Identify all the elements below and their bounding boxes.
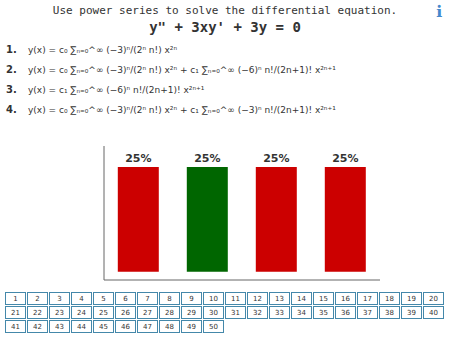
html-text:Use power series to solve the: Use power series to solve the differenti… (52, 4, 398, 17)
html-text:y(x) = c₀ ∑ₙ₌₀^∞ (−3)ⁿ/(2ⁿ n!): y(x) = c₀ ∑ₙ₌₀^∞ (−3)ⁿ/(2ⁿ n!) x²ⁿ + c₁ … (28, 105, 336, 115)
html-text:2.: 2. (6, 64, 17, 75)
html-text:47: 47 (143, 323, 152, 331)
html-text:10: 10 (209, 295, 218, 303)
html-text:48: 48 (165, 323, 174, 331)
html-text:28: 28 (165, 309, 174, 317)
html-text:18: 18 (385, 295, 394, 303)
html-text:y(x) = c₀ ∑ₙ₌₀^∞ (−3)ⁿ/(2ⁿ n!): y(x) = c₀ ∑ₙ₌₀^∞ (−3)ⁿ/(2ⁿ n!) x²ⁿ + c₁ … (28, 65, 336, 75)
html-text:41: 41 (11, 323, 20, 331)
html-text:50: 50 (209, 323, 218, 331)
html-text:y" + 3xy' + 3y = 0: y" + 3xy' + 3y = 0 (149, 19, 301, 35)
html-text:14: 14 (297, 295, 306, 303)
html-text:45: 45 (99, 323, 108, 331)
html-text:26: 26 (121, 309, 130, 317)
html-text:25: 25 (99, 309, 108, 317)
html-text:43: 43 (55, 323, 64, 331)
svg-text:25%: 25% (194, 152, 220, 165)
svg-text:25%: 25% (125, 152, 151, 165)
html-text:13: 13 (275, 295, 284, 303)
html-text:9: 9 (189, 295, 194, 303)
html-text:29: 29 (187, 309, 196, 317)
html-text:23: 23 (55, 309, 64, 317)
html-text:37: 37 (363, 309, 372, 317)
html-text:12: 12 (253, 295, 262, 303)
html-text:6: 6 (123, 295, 128, 303)
html-text:42: 42 (33, 323, 42, 331)
html-text:3.: 3. (6, 84, 17, 95)
html-text:40: 40 (429, 309, 438, 317)
html-text:34: 34 (297, 309, 306, 317)
html-text:31: 31 (231, 309, 240, 317)
svg-text:25%: 25% (332, 152, 358, 165)
html-text:20: 20 (429, 295, 438, 303)
html-text:1: 1 (13, 295, 18, 303)
html-text:24: 24 (77, 309, 86, 317)
html-text:3: 3 (57, 295, 62, 303)
html-text:32: 32 (253, 309, 262, 317)
html-text:ℹ: ℹ (435, 2, 442, 21)
html-text:8: 8 (167, 295, 172, 303)
html-text:4: 4 (79, 295, 84, 303)
html-text:33: 33 (275, 309, 284, 317)
html-text:y(x) = c₁ ∑ₙ₌₀^∞ (−6)ⁿ n!/(2n+: y(x) = c₁ ∑ₙ₌₀^∞ (−6)ⁿ n!/(2n+1)! x²ⁿ⁺¹ (28, 85, 205, 95)
html-text:35: 35 (319, 309, 328, 317)
svg-text:25%: 25% (263, 152, 289, 165)
html-text:17: 17 (363, 295, 372, 303)
html-text:5: 5 (101, 295, 106, 303)
html-text:27: 27 (143, 309, 152, 317)
html-text:y(x) = c₀ ∑ₙ₌₀^∞ (−3)ⁿ/(2ⁿ n!): y(x) = c₀ ∑ₙ₌₀^∞ (−3)ⁿ/(2ⁿ n!) x²ⁿ (28, 45, 178, 55)
html-text:4.: 4. (6, 104, 17, 115)
html-text:1.: 1. (6, 44, 17, 55)
html-text:49: 49 (187, 323, 196, 331)
html-text:46: 46 (121, 323, 130, 331)
html-text:44: 44 (77, 323, 86, 331)
html-text:36: 36 (341, 309, 350, 317)
html-text:11: 11 (231, 295, 240, 303)
html-text:38: 38 (385, 309, 394, 317)
html-text:21: 21 (11, 309, 20, 317)
html-text:7: 7 (145, 295, 150, 303)
html-text:15: 15 (319, 295, 328, 303)
html-text:30: 30 (209, 309, 218, 317)
html-text:19: 19 (407, 295, 416, 303)
html-text:22: 22 (33, 309, 42, 317)
html-text:2: 2 (35, 295, 40, 303)
html-text:16: 16 (341, 295, 350, 303)
html-text:39: 39 (407, 309, 416, 317)
